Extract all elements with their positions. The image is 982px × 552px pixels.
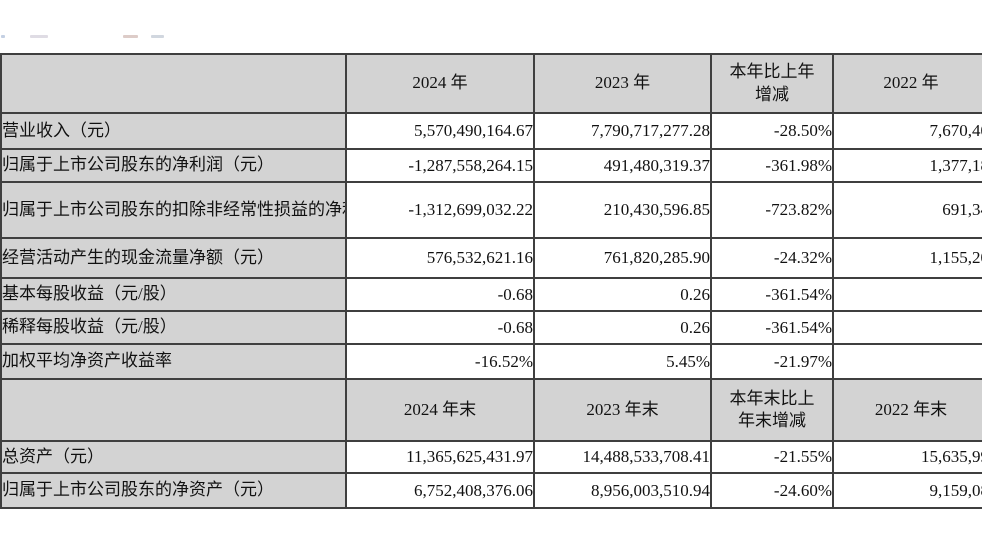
cell-2023: 14,488,533,708.41 [533, 440, 712, 474]
cell-2024: 11,365,625,431.97 [345, 440, 535, 474]
header-yearend-change-line1: 本年末比上 [729, 388, 815, 408]
cell-2023: 0.26 [533, 277, 712, 312]
header-2023: 2023 年 [533, 53, 712, 114]
table-header-yearend-row: 2024 年末 2023 年末 本年末比上 年末增减 2022 年末 [0, 378, 982, 442]
faint-edge-text-artifact [30, 35, 48, 38]
cell-change: -24.60% [710, 472, 834, 509]
cell-2022: 7,670,402,228.0 [832, 112, 982, 150]
cell-2023: 491,480,319.37 [533, 148, 712, 183]
cell-2024: 5,570,490,164.67 [345, 112, 535, 150]
table-row: 营业收入（元） 5,570,490,164.67 7,790,717,277.2… [0, 112, 982, 150]
cell-2024: -1,312,699,032.22 [345, 181, 535, 239]
header-2022: 2022 年 [832, 53, 982, 114]
row-label: 经营活动产生的现金流量净额（元） [0, 237, 347, 279]
cell-2022: 15,635,994,534.0 [832, 440, 982, 474]
row-label: 基本每股收益（元/股） [0, 277, 347, 312]
faint-edge-text-artifact [151, 35, 164, 38]
row-label: 归属于上市公司股东的净资产（元） [0, 472, 347, 509]
header-2023-end: 2023 年末 [533, 378, 712, 442]
table-row: 经营活动产生的现金流量净额（元） 576,532,621.16 761,820,… [0, 237, 982, 279]
cell-2024: -1,287,558,264.15 [345, 148, 535, 183]
cell-2023: 5.45% [533, 343, 712, 380]
cell-2022: 9,159,081,350.0 [832, 472, 982, 509]
cell-change: -21.55% [710, 440, 834, 474]
table-header-year-row: 2024 年 2023 年 本年比上年 增减 2022 年 [0, 53, 982, 114]
header-yearend-change: 本年末比上 年末增减 [710, 378, 834, 442]
cell-2023: 7,790,717,277.28 [533, 112, 712, 150]
faint-edge-text-artifact [123, 35, 138, 38]
cell-change: -361.54% [710, 277, 834, 312]
cell-change: -723.82% [710, 181, 834, 239]
cell-2024: -16.52% [345, 343, 535, 380]
row-label: 归属于上市公司股东的净利润（元） [0, 148, 347, 183]
header-2024-end: 2024 年末 [345, 378, 535, 442]
cell-2022: 0.7 [832, 310, 982, 345]
header-2024: 2024 年 [345, 53, 535, 114]
cell-2024: -0.68 [345, 310, 535, 345]
faint-edge-text-artifact [1, 35, 5, 38]
cell-change: -24.32% [710, 237, 834, 279]
cell-2022: 14.54% [832, 343, 982, 380]
cell-2024: 6,752,408,376.06 [345, 472, 535, 509]
cell-2023: 210,430,596.85 [533, 181, 712, 239]
header-yearend-change-line2: 年末增减 [738, 411, 806, 430]
header-yoy-change-line2: 增减 [755, 84, 789, 104]
table-row: 归属于上市公司股东的扣除非经常性损益的净利润（元） -1,312,699,032… [0, 181, 982, 239]
cell-change: -28.50% [710, 112, 834, 150]
financial-summary-table: 2024 年 2023 年 本年比上年 增减 2022 年 营业收入（元） 5,… [0, 53, 982, 509]
cell-2022: 691,341,448.1 [832, 181, 982, 239]
header-empty-cell [0, 378, 347, 442]
cell-2022: 0.7 [832, 277, 982, 312]
cell-2022: 1,377,187,150.3 [832, 148, 982, 183]
cell-2023: 761,820,285.90 [533, 237, 712, 279]
table-row: 归属于上市公司股东的净利润（元） -1,287,558,264.15 491,4… [0, 148, 982, 183]
cell-change: -21.97% [710, 343, 834, 380]
cell-2023: 0.26 [533, 310, 712, 345]
cell-2023: 8,956,003,510.94 [533, 472, 712, 509]
table-row: 基本每股收益（元/股） -0.68 0.26 -361.54% 0.7 [0, 277, 982, 312]
cell-2024: -0.68 [345, 277, 535, 312]
table-row: 加权平均净资产收益率 -16.52% 5.45% -21.97% 14.54% [0, 343, 982, 380]
header-2022-end: 2022 年末 [832, 378, 982, 442]
cell-2024: 576,532,621.16 [345, 237, 535, 279]
table-row: 稀释每股收益（元/股） -0.68 0.26 -361.54% 0.7 [0, 310, 982, 345]
row-label: 加权平均净资产收益率 [0, 343, 347, 380]
row-label: 总资产（元） [0, 440, 347, 474]
cell-change: -361.54% [710, 310, 834, 345]
table-row: 总资产（元） 11,365,625,431.97 14,488,533,708.… [0, 440, 982, 474]
header-yoy-change: 本年比上年 增减 [710, 53, 834, 114]
cell-2022: 1,155,208,642.7 [832, 237, 982, 279]
row-label: 营业收入（元） [0, 112, 347, 150]
row-label-text: 归属于上市公司股东的扣除非经常性损益的净利润（元） [2, 199, 344, 219]
table-row: 归属于上市公司股东的净资产（元） 6,752,408,376.06 8,956,… [0, 472, 982, 509]
header-yoy-change-line1: 本年比上年 [729, 62, 815, 82]
row-label: 归属于上市公司股东的扣除非经常性损益的净利润（元） [0, 181, 347, 239]
header-empty-cell [0, 53, 347, 114]
row-label: 稀释每股收益（元/股） [0, 310, 347, 345]
cell-change: -361.98% [710, 148, 834, 183]
